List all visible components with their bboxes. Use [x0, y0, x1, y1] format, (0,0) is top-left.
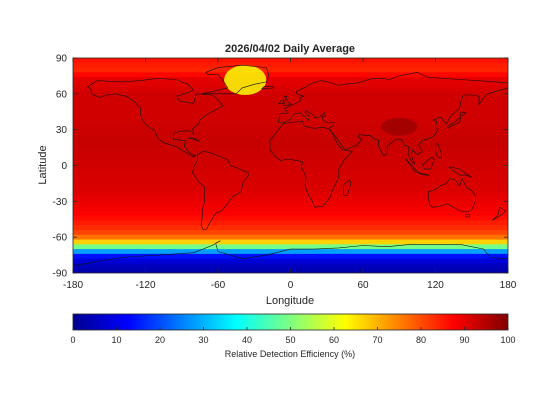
x-tick-label: 180	[500, 280, 517, 291]
heatmap-band	[73, 215, 508, 222]
coastline	[278, 71, 508, 165]
coastline	[417, 172, 430, 176]
heatmap-band	[73, 62, 508, 69]
y-tick-label: 30	[56, 125, 68, 136]
coastline	[73, 240, 508, 267]
colorbar-tick-label: 30	[198, 335, 208, 345]
colorbar-tick-label: 100	[500, 335, 515, 345]
heatmap-band	[73, 105, 508, 112]
coastlines	[73, 64, 508, 267]
coastline	[465, 214, 470, 218]
heatmap-band	[73, 191, 508, 198]
coastline	[283, 95, 293, 107]
chart-title: 2026/04/02 Daily Average	[225, 43, 355, 55]
heatmap-band	[73, 158, 508, 164]
heatmap-band	[73, 177, 508, 183]
coastline	[278, 99, 284, 104]
coastline	[187, 137, 201, 142]
heatmap-band	[73, 148, 508, 155]
y-tick-label: -90	[53, 269, 68, 280]
y-tick-label: 0	[61, 161, 67, 172]
y-axis: 90 60 30 0 -30 -60 -90	[53, 54, 508, 280]
heatmap-band	[73, 72, 508, 78]
x-tick-label: -120	[135, 280, 155, 291]
coastline	[421, 156, 435, 170]
heatmap-band	[73, 81, 508, 88]
x-tick-label: 60	[357, 280, 369, 291]
x-axis: -180 -120 -60 0 60 120 180	[63, 58, 517, 291]
heatmap-band	[73, 244, 508, 250]
heatmap-band	[73, 258, 508, 265]
colorbar-tick-label: 60	[329, 335, 339, 345]
heatmap-band	[73, 206, 508, 212]
coastline	[343, 179, 352, 196]
colorbar-tick-label: 50	[285, 335, 295, 345]
heatmap-band	[73, 187, 508, 193]
heatmap-band	[73, 220, 508, 226]
colorbar-tick-label: 70	[372, 335, 382, 345]
heatmap-region	[381, 117, 418, 136]
heatmap-band	[73, 77, 508, 83]
coastline	[261, 86, 274, 90]
coastline	[435, 143, 442, 159]
heatmap-band	[73, 230, 508, 236]
coastline	[405, 158, 419, 173]
heatmap	[73, 58, 508, 273]
heatmap-band	[73, 86, 508, 93]
heatmap-band	[73, 253, 508, 260]
heatmap-band	[73, 110, 508, 116]
x-tick-label: 0	[288, 280, 294, 291]
colorbar-tick-label: 0	[70, 335, 75, 345]
heatmap-band	[73, 234, 508, 241]
heatmap-band	[73, 124, 508, 131]
colorbar-tick-label: 10	[111, 335, 121, 345]
y-axis-label: Latitude	[37, 145, 49, 184]
heatmap-band	[73, 167, 508, 174]
coastline	[492, 207, 507, 221]
heatmap-band	[73, 153, 508, 159]
heatmap-band	[73, 249, 508, 255]
colorbar-ticks: 0 10 20 30 40 50 60 70 80 90 100	[70, 327, 516, 345]
y-tick-label: 90	[56, 54, 68, 65]
colorbar-tick-label: 40	[242, 335, 252, 345]
heatmap-band	[73, 172, 508, 179]
colorbar-tick-label: 20	[155, 335, 165, 345]
coastline	[202, 64, 270, 95]
heatmap-band	[73, 139, 508, 145]
coastline	[448, 166, 472, 178]
coastline	[269, 120, 353, 208]
heatmap-band	[73, 225, 508, 231]
y-tick-label: 60	[56, 89, 68, 100]
heatmap-region	[224, 65, 267, 96]
heatmap-band	[73, 91, 508, 97]
heatmap-band	[73, 115, 508, 121]
colorbar	[73, 314, 508, 330]
coastline	[427, 177, 476, 213]
heatmap-band	[73, 239, 508, 245]
x-tick-label: -60	[211, 280, 226, 291]
colorbar-tick-label: 90	[459, 335, 469, 345]
heatmap-band	[73, 134, 508, 140]
x-axis-label: Longitude	[266, 295, 314, 307]
x-tick-label: 120	[427, 280, 444, 291]
heatmap-band	[73, 196, 508, 202]
heatmap-band	[73, 182, 508, 188]
x-tick-label: -180	[63, 280, 83, 291]
heatmap-band	[73, 163, 508, 169]
heatmap-band	[73, 67, 508, 73]
heatmap-band	[73, 96, 508, 102]
colorbar-label: Relative Detection Efficiency (%)	[225, 349, 355, 359]
heatmap-band	[73, 144, 508, 150]
heatmap-band	[73, 210, 508, 217]
coastline	[447, 111, 467, 129]
heatmap-band	[73, 129, 508, 136]
y-tick-label: -60	[53, 233, 68, 244]
coastline	[192, 150, 249, 231]
coastline	[87, 77, 224, 158]
colorbar-tick-label: 80	[416, 335, 426, 345]
heatmap-band	[73, 201, 508, 207]
heatmap-band	[73, 263, 508, 269]
y-tick-label: -30	[53, 197, 68, 208]
